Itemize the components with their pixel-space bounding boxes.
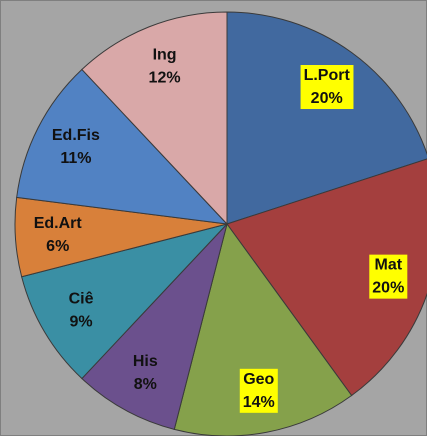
pie-slice: [81, 11, 228, 226]
label-background: [300, 65, 354, 110]
label-background: [239, 368, 278, 413]
label-background: [369, 254, 408, 299]
category-label: Ciê: [69, 291, 94, 308]
value-label: 20%: [311, 90, 343, 107]
value-label: 8%: [134, 376, 157, 393]
pie-slice: [226, 158, 427, 397]
category-label: Ing: [153, 47, 177, 64]
value-label: 11%: [60, 150, 91, 167]
value-label: 9%: [69, 314, 92, 331]
category-label: Mat: [375, 257, 403, 274]
value-label: 14%: [243, 394, 275, 411]
category-label: Ed.Art: [34, 215, 83, 232]
pie-slice: [81, 223, 228, 430]
value-label: 12%: [149, 70, 181, 87]
value-label: 6%: [46, 238, 69, 255]
pie-slice: [21, 223, 229, 380]
category-label: His: [133, 353, 158, 370]
category-label: L.Port: [304, 67, 351, 84]
pie-slice: [226, 11, 427, 225]
pie-slice: [173, 222, 353, 436]
category-label: Ed.Fis: [52, 127, 100, 144]
category-label: Geo: [243, 371, 274, 388]
pie-slice: [16, 68, 229, 225]
value-label: 20%: [372, 280, 404, 297]
